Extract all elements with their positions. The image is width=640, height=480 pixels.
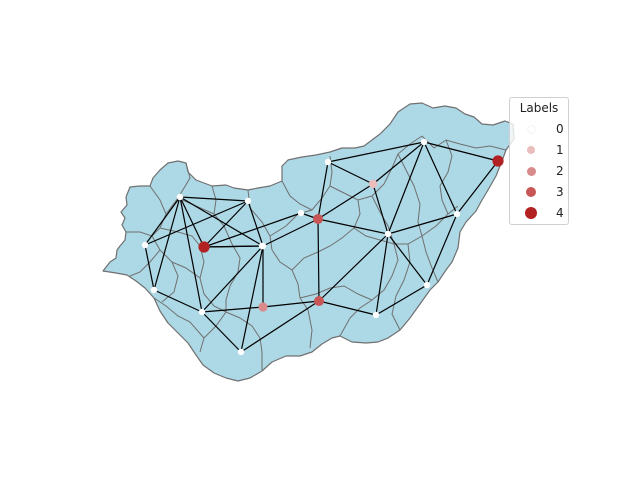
graph-edge [240,300,320,353]
graph-edge [317,161,329,220]
graph-edge [372,183,389,235]
legend-marker-1 [527,146,535,154]
legend-marker-0 [527,125,535,133]
country-outline [102,102,515,382]
graph-edge [153,196,181,291]
graph-edge [375,284,428,316]
graph-node-n8 [198,308,206,316]
graph-node-n18 [372,311,380,319]
legend: Labels 0 1 2 3 4 [509,97,569,225]
graph-nodes [141,138,504,356]
graph-edge [144,200,249,246]
graph-edge [203,212,302,248]
graph-edge [317,183,374,220]
legend-label-2: 2 [556,164,564,178]
country-regions [102,102,515,382]
graph-node-n13 [313,214,323,224]
graph-edge [144,196,181,246]
graph-edge [179,196,205,248]
graph-edge [179,196,264,247]
legend-label-3: 3 [556,185,564,199]
graph-edge [262,218,319,247]
graph-node-n3 [150,286,158,294]
graph-node-n9 [237,348,245,356]
graph-edge [327,141,425,163]
legend-item-2: 2 [510,161,568,181]
graph-edge [327,161,374,185]
graph-edge [240,245,264,353]
graph-node-n2 [244,197,252,205]
graph-edge [387,213,458,235]
graph-edge [203,245,264,248]
legend-marker-4 [525,207,537,219]
graph-node-n21 [423,281,431,289]
graph-edge [423,141,499,162]
graph-edge [317,218,389,235]
graph-node-n12 [324,158,332,166]
legend-marker-2 [526,166,536,176]
graph-edge [179,196,249,202]
graph-node-n14 [314,296,324,306]
legend-item-3: 3 [510,182,568,202]
graph-edge [317,218,320,302]
legend-item-1: 1 [510,140,568,160]
graph-node-n20 [492,155,504,167]
graph-edge [153,289,203,313]
graph-edge [372,141,425,185]
graph-node-n5 [198,241,210,253]
graph-edge [201,306,264,313]
graph-node-n4 [176,193,184,201]
graph-edge [456,160,499,215]
legend-item-4: 4 [510,203,568,223]
graph-edge [247,200,264,247]
county-borders [126,135,507,370]
graph-node-n7 [297,209,305,217]
graph-node-n11 [258,242,266,250]
legend-label-4: 4 [556,206,564,220]
graph-edge [201,245,264,313]
graph-edge [201,311,242,353]
graph-edge [179,196,203,313]
graph-edge [318,300,377,316]
graph-node-n17 [384,230,392,238]
graph-node-n10 [258,302,268,312]
graph-edge [426,213,458,286]
graph-edges [144,141,499,353]
legend-item-0: 0 [510,119,568,139]
legend-marker-3 [526,187,536,197]
graph-edge [375,233,389,316]
graph-edge [423,141,458,215]
graph-node-n1 [141,241,149,249]
graph-edge [262,300,320,308]
graph-node-n15 [420,138,428,146]
graph-edge [387,141,425,235]
graph-edge [387,233,428,286]
legend-label-0: 0 [556,122,564,136]
graph-edge [318,233,389,302]
graph-edge [144,244,155,291]
graph-node-n16 [368,179,378,189]
legend-label-1: 1 [556,143,564,157]
legend-title: Labels [519,101,559,115]
graph-node-n19 [453,210,461,218]
